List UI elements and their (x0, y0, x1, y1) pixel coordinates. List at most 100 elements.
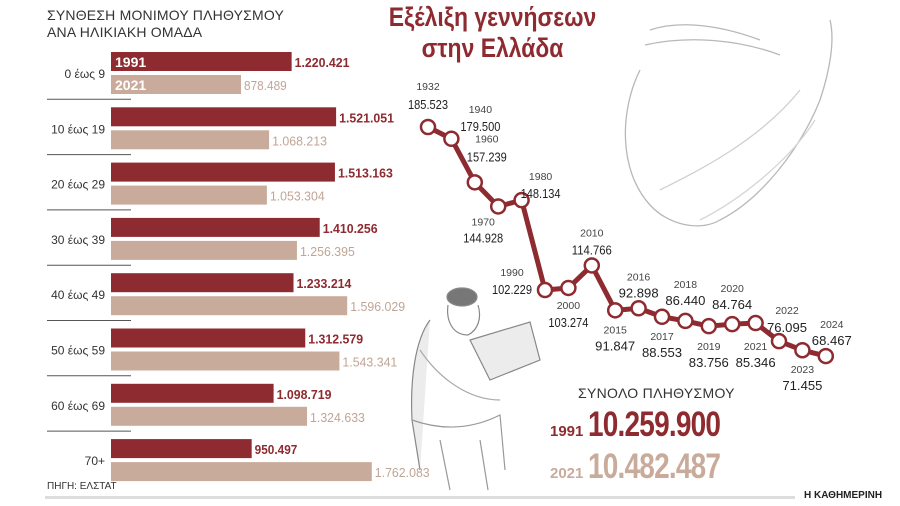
category-label: 60 έως 69 (51, 399, 105, 413)
year-label: 2022 (775, 305, 799, 317)
bar-value-label: 1.312.579 (308, 332, 363, 347)
year-label: 1990 (500, 267, 524, 279)
bar-value-label: 1.762.083 (375, 465, 430, 480)
value-label: 157.239 (467, 149, 507, 164)
bar-2021 (111, 75, 242, 94)
data-point (817, 347, 835, 365)
bar-value-label: 1.513.163 (338, 166, 393, 181)
year-label: 1970 (472, 216, 496, 228)
bar-chart-title: ΣΥΝΘΕΣΗ ΜΟΝΙΜΟΥ ΠΛΗΘΥΣΜΟΥ ΑΝΑ ΗΛΙΚΙΑΚΗ Ο… (47, 7, 284, 41)
value-label: 84.764 (712, 297, 752, 312)
category-label: 70+ (85, 454, 105, 468)
bar-1991 (111, 273, 294, 293)
data-point (723, 315, 741, 333)
value-label: 88.553 (642, 345, 682, 360)
pregnant-belly-sketch (624, 19, 833, 227)
category-label: 20 έως 29 (51, 178, 105, 192)
value-label: 102.229 (492, 282, 532, 297)
legend-label-2021: 2021 (115, 77, 146, 93)
bar-2021 (111, 296, 348, 316)
year-label: 2010 (580, 227, 604, 239)
data-point (489, 198, 507, 215)
data-point (419, 118, 437, 136)
year-label: 1940 (469, 104, 493, 116)
bar-1991 (111, 439, 252, 459)
data-point (677, 312, 694, 330)
source-note: ΠΗΓΗ: ΕΛΣΤΑΤ (47, 481, 117, 492)
bar-2021 (111, 462, 372, 482)
category-label: 30 έως 39 (51, 233, 105, 247)
bar-chart-title-line-1: ΣΥΝΘΕΣΗ ΜΟΝΙΜΟΥ ΠΛΗΘΥΣΜΟΥ (47, 7, 285, 23)
data-point (536, 281, 554, 299)
title-line-2: στην Ελλάδα (421, 33, 564, 63)
data-point (747, 314, 764, 332)
category-label: 50 έως 59 (51, 344, 105, 358)
data-point (770, 332, 788, 350)
data-point (794, 341, 811, 359)
category-label: 10 έως 19 (51, 122, 105, 136)
total-year: 1991 (550, 423, 584, 440)
bar-value-label: 1.596.029 (350, 299, 405, 314)
bar-value-label: 1.068.213 (272, 133, 327, 148)
bar-value-label: 1.543.341 (342, 355, 397, 370)
year-label: 2024 (820, 319, 844, 331)
total-row-1991: 1991 10.259.900 (550, 405, 754, 445)
bar-1991 (111, 52, 292, 71)
value-label: 92.898 (619, 285, 659, 300)
data-point (606, 302, 624, 319)
total-year: 2021 (550, 465, 584, 482)
data-point (653, 308, 671, 326)
totals-label: ΣΥΝΟΛΟ ΠΛΗΘΥΣΜΟΥ (578, 385, 735, 401)
bar-value-label: 1.256.395 (300, 244, 355, 259)
value-label: 185.523 (408, 97, 448, 112)
data-point (443, 130, 460, 148)
category-label: 40 έως 49 (51, 288, 105, 302)
bar-value-label: 1.233.214 (297, 276, 353, 291)
value-label: 148.134 (521, 186, 561, 201)
year-label: 2016 (627, 271, 651, 283)
bar-1991 (111, 162, 335, 182)
year-label: 2018 (674, 279, 698, 291)
data-point (630, 300, 647, 317)
bar-value-label: 1.098.719 (277, 387, 332, 402)
bar-value-label: 950.497 (255, 442, 298, 457)
data-point (560, 279, 577, 297)
value-label: 83.756 (689, 355, 729, 370)
bar-1991 (111, 383, 274, 403)
data-point (583, 257, 601, 274)
year-label: 2000 (557, 300, 581, 312)
year-label: 2020 (721, 283, 745, 295)
year-label: 1932 (416, 81, 440, 93)
total-row-2021: 2021 10.482.487 (550, 447, 754, 487)
legend-label-1991: 1991 (115, 54, 146, 70)
page-title: Εξέλιξη γεννήσεων στην Ελλάδα (380, 2, 605, 64)
year-label: 2019 (697, 341, 721, 353)
total-value: 10.259.900 (588, 405, 721, 444)
total-value: 10.482.487 (588, 447, 721, 486)
year-label: 1980 (529, 171, 553, 183)
brand-logo: Η ΚΑΘΗΜΕΡΙΝΗ (804, 490, 883, 501)
bar-2021 (111, 240, 297, 260)
year-label: 1960 (475, 133, 499, 145)
bar-value-label: 878.489 (244, 78, 287, 93)
data-point (513, 191, 530, 209)
bar-value-label: 1.410.256 (323, 221, 378, 236)
value-label: 91.847 (595, 338, 635, 353)
value-label: 103.274 (548, 315, 588, 330)
title-line-1: Εξέλιξη γεννήσεων (388, 2, 597, 32)
data-point (700, 317, 718, 335)
bar-2021 (111, 351, 340, 371)
value-label: 114.766 (572, 242, 612, 257)
value-label: 71.455 (782, 378, 822, 393)
bar-1991 (111, 328, 306, 348)
value-label: 76.095 (767, 320, 807, 335)
bar-2021 (111, 185, 267, 205)
bar-1991 (111, 217, 320, 237)
year-label: 2021 (744, 341, 768, 353)
bar-value-label: 1.521.051 (339, 110, 394, 125)
footer-divider (45, 496, 795, 499)
bar-value-label: 1.220.421 (295, 55, 350, 70)
